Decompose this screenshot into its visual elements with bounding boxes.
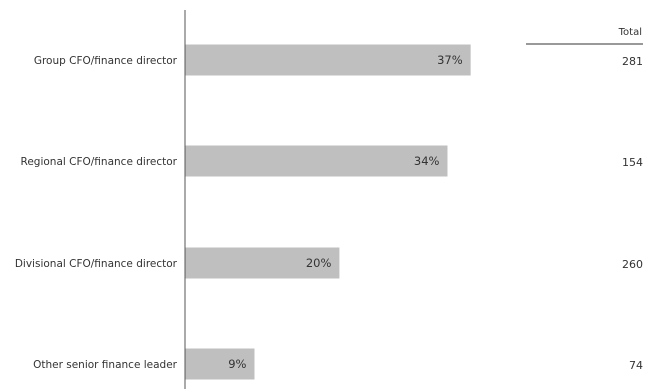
totals-column: 281 154 260 74 bbox=[622, 55, 643, 372]
category-labels: Group CFO/finance director Regional CFO/f… bbox=[15, 55, 178, 371]
bar bbox=[185, 44, 471, 76]
bar-value-label: 9% bbox=[228, 357, 246, 371]
category-label: Divisional CFO/finance director bbox=[15, 258, 178, 270]
bar bbox=[185, 247, 340, 279]
bar-value-label: 37% bbox=[437, 53, 463, 67]
total-value: 154 bbox=[622, 156, 643, 169]
total-value: 74 bbox=[629, 359, 643, 372]
bar-value-label: 34% bbox=[414, 154, 440, 168]
totals-header: Total bbox=[618, 27, 642, 38]
category-label: Other senior finance leader bbox=[33, 359, 178, 371]
bar bbox=[185, 145, 448, 177]
category-label: Regional CFO/finance director bbox=[21, 156, 178, 168]
bar-value-label: 20% bbox=[306, 256, 332, 270]
bars-group bbox=[185, 44, 471, 380]
value-labels: 37% 34% 20% 9% bbox=[228, 53, 462, 371]
total-value: 260 bbox=[622, 258, 643, 271]
bar bbox=[185, 348, 255, 380]
total-value: 281 bbox=[622, 55, 643, 68]
category-label: Group CFO/finance director bbox=[34, 55, 178, 67]
